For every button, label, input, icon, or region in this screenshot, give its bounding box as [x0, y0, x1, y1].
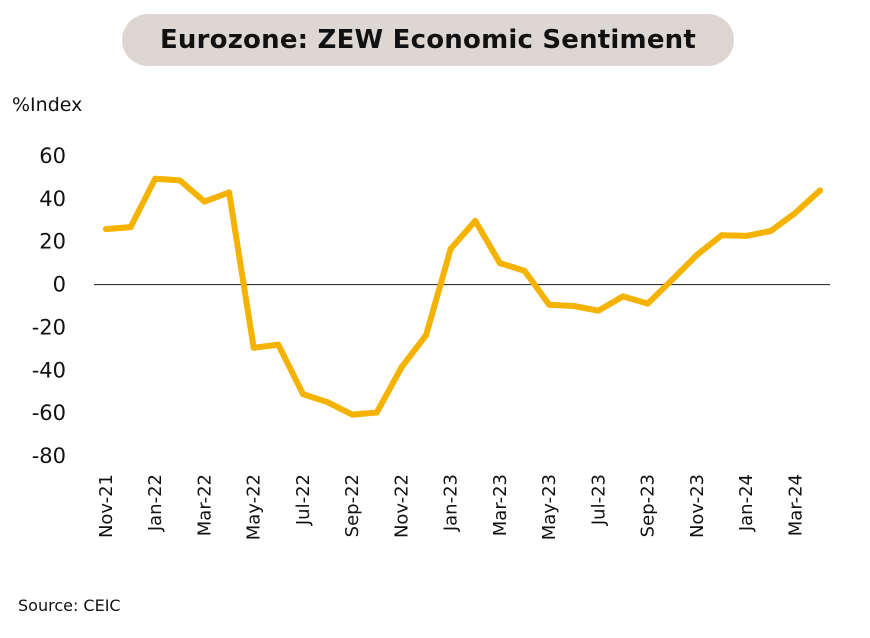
data-point-jul-23 [595, 307, 602, 314]
data-point-may-22 [250, 344, 257, 351]
x-tick-label: Jan-23 [441, 474, 462, 532]
data-point-feb-23 [472, 217, 479, 224]
data-point-nov-23 [693, 252, 700, 258]
data-point-may-23 [546, 301, 553, 308]
data-point-jan-24 [743, 232, 750, 239]
data-point-sep-22 [349, 411, 356, 418]
y-tick-label: 0 [53, 273, 66, 297]
data-point-nov-22 [398, 364, 405, 371]
x-tick-label: Nov-23 [687, 474, 708, 538]
data-point-mar-22 [201, 198, 208, 205]
data-point-jan-22 [152, 175, 159, 182]
data-point-nov-21 [103, 226, 109, 233]
x-tick-label: Jul-22 [293, 474, 314, 526]
data-point-jul-22 [299, 391, 306, 398]
y-tick-label: -40 [32, 358, 66, 382]
data-point-jan-23 [447, 245, 454, 252]
data-point-aug-23 [620, 293, 627, 300]
x-tick-label: Mar-22 [194, 474, 215, 536]
data-point-feb-24 [767, 228, 774, 234]
y-tick-label: 60 [39, 144, 66, 168]
y-tick-label: -80 [32, 444, 66, 468]
x-tick-label: Mar-23 [490, 474, 511, 536]
y-tick-label: 40 [39, 187, 66, 211]
x-tick-label: Sep-23 [638, 474, 659, 537]
y-axis-ticks: 60 40 20 0 -20 -40 -60 -80 [32, 144, 66, 468]
data-point-dec-21 [127, 224, 134, 231]
x-tick-label: May-22 [244, 474, 265, 540]
data-point-mar-23 [496, 260, 503, 267]
y-tick-label: -20 [32, 315, 66, 339]
x-tick-label: Jul-23 [588, 474, 609, 526]
x-tick-label: Nov-21 [96, 474, 117, 538]
data-point-jun-23 [570, 303, 577, 309]
y-tick-label: -60 [32, 401, 66, 425]
x-tick-label: May-23 [539, 474, 560, 540]
x-tick-label: Sep-22 [342, 474, 363, 537]
data-point-apr-24 [817, 187, 823, 194]
x-tick-label: Jan-24 [736, 474, 757, 532]
data-point-apr-23 [521, 267, 528, 274]
source-note: Source: CEIC [18, 596, 121, 615]
data-point-sep-23 [644, 300, 651, 307]
x-axis-ticks: Nov-21 Jan-22 Mar-22 May-22 Jul-22 Sep-22 Nov-… [96, 474, 806, 540]
data-point-oct-22 [373, 409, 380, 416]
y-tick-label: 20 [39, 230, 66, 254]
chart-title: Eurozone: ZEW Economic Sentiment [122, 14, 734, 66]
data-point-aug-22 [324, 399, 331, 406]
x-tick-label: Mar-24 [785, 474, 806, 536]
data-point-dec-22 [423, 332, 430, 339]
data-point-feb-22 [176, 177, 183, 184]
x-tick-label: Nov-22 [391, 474, 412, 538]
data-point-mar-24 [792, 209, 799, 216]
data-point-dec-23 [718, 232, 725, 239]
data-point-oct-23 [669, 276, 676, 283]
data-point-apr-22 [226, 189, 233, 196]
y-axis-unit-label: %Index [12, 94, 83, 116]
series-line-zew-sentiment [103, 175, 823, 418]
data-point-jun-22 [275, 341, 282, 348]
series-points [103, 175, 823, 418]
x-tick-label: Jan-22 [145, 474, 166, 532]
